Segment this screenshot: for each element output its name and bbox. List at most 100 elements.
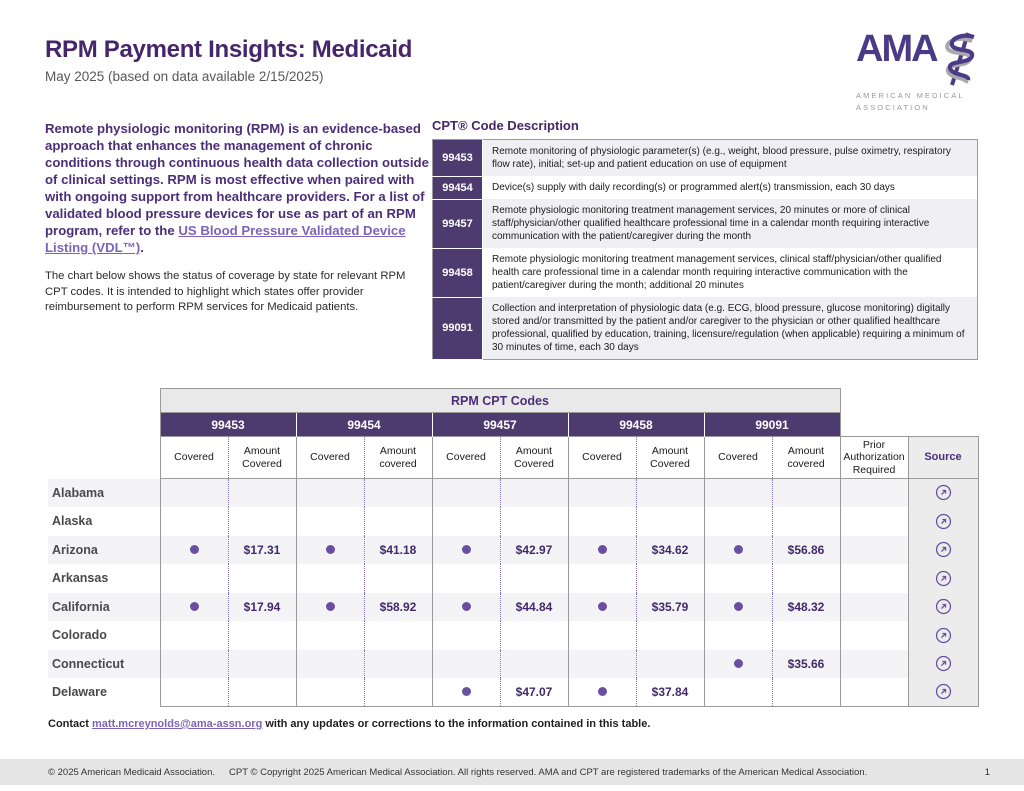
covered-cell-99458 <box>567 478 636 507</box>
amount-cell-99457 <box>499 478 568 507</box>
covered-cell-99458 <box>567 564 636 593</box>
state-name: Arizona <box>48 535 160 564</box>
covered-header-99453: Covered <box>159 436 228 479</box>
covered-cell-99091 <box>703 678 772 707</box>
amount-cell-99091 <box>771 621 840 650</box>
covered-cell-99454 <box>295 649 364 678</box>
amount-header-99458: Amount Covered <box>635 436 704 479</box>
covered-cell-99458 <box>567 621 636 650</box>
cpt-code-cell: 99454 <box>432 176 483 200</box>
covered-cell-99453 <box>159 592 228 621</box>
source-cell <box>907 649 979 678</box>
source-cell <box>907 678 979 707</box>
amount-cell-99457 <box>499 649 568 678</box>
covered-dot <box>733 545 743 555</box>
intro-paragraph: Remote physiologic monitoring (RPM) is a… <box>45 120 431 256</box>
prior-auth-cell <box>839 592 908 621</box>
covered-dot <box>733 659 743 669</box>
intro-note: The chart below shows the status of cove… <box>45 270 406 313</box>
covered-cell-99453 <box>159 678 228 707</box>
footer-copyright-cpt: CPT © Copyright 2025 American Medical As… <box>229 766 868 778</box>
covered-cell-99457 <box>431 478 500 507</box>
prior-auth-cell <box>839 507 908 536</box>
external-link-icon[interactable] <box>935 513 952 530</box>
covered-cell-99454 <box>295 621 364 650</box>
vdl-link[interactable]: US Blood Pressure Validated Device Listi… <box>45 223 406 256</box>
amount-cell-99091 <box>771 678 840 707</box>
contact-post-text: with any updates or corrections to the i… <box>265 718 651 730</box>
source-cell <box>907 535 979 564</box>
table-banner-row: RPM CPT Codes <box>48 388 978 413</box>
amount-cell-99458: $35.79 <box>635 592 704 621</box>
amount-cell-99453: $17.31 <box>227 535 296 564</box>
row-colorado: Colorado <box>48 621 979 650</box>
amount-cell-99457: $47.07 <box>499 678 568 707</box>
external-link-icon[interactable] <box>935 541 952 558</box>
amount-cell-99457: $44.84 <box>499 592 568 621</box>
amount-cell-99458 <box>635 621 704 650</box>
page-subtitle: May 2025 (based on data available 2/15/2… <box>45 69 324 84</box>
code-header-99454: 99454 <box>295 412 432 437</box>
amount-cell-99454: $41.18 <box>363 535 432 564</box>
covered-cell-99454 <box>295 507 364 536</box>
source-cell <box>907 478 979 507</box>
covered-dot <box>597 545 607 555</box>
covered-cell-99454 <box>295 678 364 707</box>
covered-dot <box>597 602 607 612</box>
amount-cell-99458 <box>635 564 704 593</box>
cpt-code-cell: 99457 <box>432 199 483 249</box>
amount-cell-99454 <box>363 649 432 678</box>
covered-cell-99454 <box>295 592 364 621</box>
covered-cell-99457 <box>431 535 500 564</box>
covered-cell-99454 <box>295 478 364 507</box>
external-link-icon[interactable] <box>935 598 952 615</box>
covered-cell-99453 <box>159 564 228 593</box>
covered-dot <box>189 602 199 612</box>
covered-cell-99453 <box>159 535 228 564</box>
table-title: RPM CPT Codes <box>159 388 841 413</box>
spacer-cell <box>48 389 160 413</box>
intro-lead-text: Remote physiologic monitoring (RPM) is a… <box>45 121 429 239</box>
amount-cell-99458 <box>635 478 704 507</box>
amount-cell-99457 <box>499 507 568 536</box>
covered-cell-99091 <box>703 621 772 650</box>
prior-auth-cell <box>839 678 908 707</box>
state-name: California <box>48 592 160 621</box>
caduceus-icon <box>944 32 975 86</box>
amount-cell-99454 <box>363 507 432 536</box>
row-delaware: Delaware $47.07 $37.84 <box>48 678 979 707</box>
code-header-99091: 99091 <box>703 412 841 437</box>
external-link-icon[interactable] <box>935 484 952 501</box>
covered-dot <box>461 602 471 612</box>
covered-cell-99457 <box>431 621 500 650</box>
covered-cell-99454 <box>295 564 364 593</box>
cpt-desc-row: 99091 Collection and interpretation of ph… <box>432 297 978 360</box>
spacer-cell <box>48 413 160 437</box>
covered-cell-99091 <box>703 592 772 621</box>
code-band-row: 99453 99454 99457 99458 99091 <box>48 412 978 437</box>
row-alaska: Alaska <box>48 507 979 536</box>
amount-cell-99454: $58.92 <box>363 592 432 621</box>
covered-cell-99453 <box>159 507 228 536</box>
row-california: California $17.94 $58.92 $44.84 $35.79 $48.32 <box>48 592 979 621</box>
amount-cell-99454 <box>363 621 432 650</box>
covered-dot <box>597 687 607 697</box>
external-link-icon[interactable] <box>935 627 952 644</box>
covered-cell-99091 <box>703 478 772 507</box>
source-cell <box>907 507 979 536</box>
contact-email-link[interactable]: matt.mcreynolds@ama-assn.org <box>92 718 263 730</box>
external-link-icon[interactable] <box>935 655 952 672</box>
state-name: Arkansas <box>52 571 109 586</box>
amount-cell-99453 <box>227 507 296 536</box>
prior-auth-cell <box>839 535 908 564</box>
covered-cell-99458 <box>567 649 636 678</box>
intro-lead-end: . <box>140 240 144 256</box>
amount-cell-99458: $37.84 <box>635 678 704 707</box>
covered-dot <box>733 602 743 612</box>
cpt-description-section: CPT® Code Description 99453 Remote monito… <box>432 118 978 360</box>
external-link-icon[interactable] <box>935 570 952 587</box>
row-alabama: Alabama <box>48 478 979 507</box>
amount-cell-99457 <box>499 564 568 593</box>
subheader-row: Covered Amount Covered Covered Amount cover… <box>48 436 979 479</box>
external-link-icon[interactable] <box>935 683 952 700</box>
